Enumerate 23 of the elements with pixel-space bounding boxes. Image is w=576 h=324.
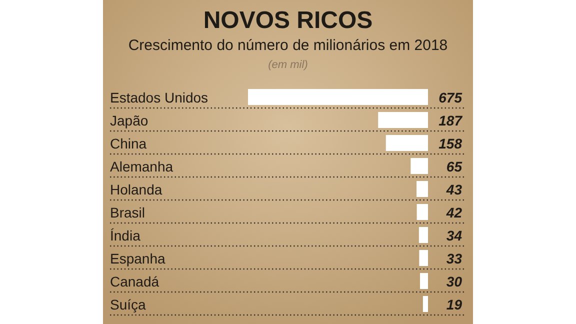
text: (em mil): [268, 59, 308, 71]
y-tick-label: China: [110, 136, 147, 152]
chart-title: NOVOS RICOS: [203, 7, 373, 34]
data-label: 43: [445, 182, 462, 198]
data-label: 34: [446, 228, 462, 244]
y-tick-label: Holanda: [110, 182, 162, 198]
data-label: 65: [446, 158, 462, 174]
data-label: 187: [438, 112, 464, 128]
data-label: 19: [446, 296, 462, 312]
y-tick-label: Índia: [110, 228, 141, 244]
data-label: 42: [445, 204, 462, 220]
y-tick-label: Canadá: [110, 274, 160, 290]
y-tick-label: Japão: [110, 112, 148, 128]
data-label: 158: [438, 136, 462, 152]
y-tick-label: Alemanha: [110, 158, 174, 174]
chart-subtitle: Crescimento do número de milionários em 2018: [128, 37, 448, 54]
data-label: 33: [446, 250, 462, 266]
y-tick-label: Suíça: [110, 296, 146, 312]
data-label: 675: [438, 90, 462, 106]
y-tick-label: Brasil: [110, 204, 146, 220]
data-label: 30: [446, 274, 462, 290]
y-tick-label: Estados Unidos: [110, 90, 208, 106]
y-tick-label: Espanha: [110, 250, 166, 266]
